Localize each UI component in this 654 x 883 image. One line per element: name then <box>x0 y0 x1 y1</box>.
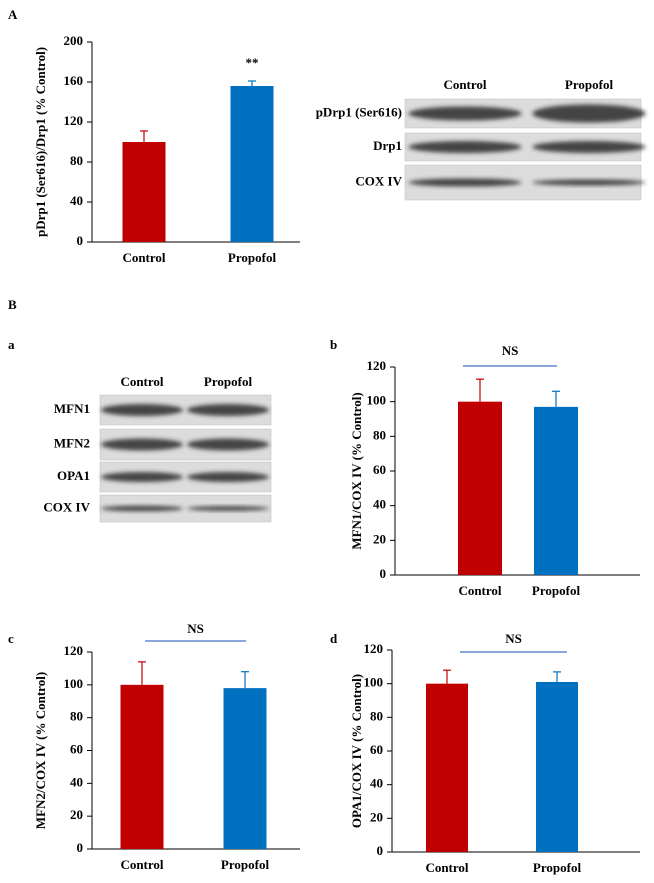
bar <box>120 684 164 849</box>
panel-label: B <box>8 297 17 312</box>
y-tick-label: 100 <box>364 675 384 690</box>
bar <box>536 681 578 852</box>
row-label: OPA1 <box>57 468 90 483</box>
y-axis-label: MFN1/COX IV (% Control) <box>349 392 364 549</box>
bar <box>122 142 166 242</box>
blot-band <box>408 141 522 153</box>
lane-label: Control <box>120 374 163 389</box>
y-tick-label: 40 <box>373 497 386 512</box>
panel-label: c <box>8 631 14 646</box>
blot-band <box>186 506 270 511</box>
y-tick-label: 40 <box>70 774 83 789</box>
blot-band <box>408 178 522 187</box>
y-tick-label: 200 <box>64 33 84 48</box>
bar <box>458 401 502 575</box>
y-tick-label: 80 <box>70 153 83 168</box>
y-tick-label: 80 <box>370 708 383 723</box>
y-axis-label: OPA1/COX IV (% Control) <box>349 674 364 828</box>
y-tick-label: 120 <box>64 113 84 128</box>
y-tick-label: 60 <box>370 742 383 757</box>
blot-band <box>186 438 270 451</box>
lane-label: Propofol <box>204 374 253 389</box>
panel-label: A <box>8 7 18 22</box>
x-tick-label: Propofol <box>228 250 277 265</box>
y-tick-label: 120 <box>64 643 84 658</box>
y-tick-label: 100 <box>64 676 84 691</box>
y-tick-label: 0 <box>377 843 384 858</box>
x-tick-label: Propofol <box>532 583 581 598</box>
lane-label: Propofol <box>565 77 614 92</box>
blot-band <box>100 505 184 512</box>
row-label: Drp1 <box>373 138 402 153</box>
y-tick-label: 0 <box>380 566 387 581</box>
y-tick-label: 20 <box>370 809 383 824</box>
panel-label: a <box>8 337 15 352</box>
row-label: MFN2 <box>54 435 90 450</box>
blot-band <box>532 179 646 186</box>
error-bar <box>552 390 560 407</box>
error-bar <box>248 80 256 86</box>
blot-band <box>100 404 184 416</box>
row-label: pDrp1 (Ser616) <box>316 104 402 119</box>
y-tick-label: 0 <box>77 840 84 855</box>
row-label: COX IV <box>355 173 402 188</box>
blot-band <box>408 106 522 121</box>
y-axis-label: pDrp1 (Ser616)/Drp1 (% Control) <box>33 47 48 237</box>
y-tick-label: 80 <box>70 709 83 724</box>
bar <box>230 86 274 242</box>
bar <box>534 406 578 575</box>
error-bar <box>476 378 484 402</box>
blot-band <box>532 104 646 123</box>
lane-label: Control <box>443 77 486 92</box>
blot-band <box>186 472 270 482</box>
y-tick-label: 20 <box>70 807 83 822</box>
bar <box>426 683 468 852</box>
blot-band <box>100 438 184 451</box>
x-tick-label: Control <box>425 860 468 875</box>
row-label: MFN1 <box>54 401 90 416</box>
error-bar <box>140 130 148 142</box>
error-bar <box>443 669 451 684</box>
panel-label: d <box>330 631 338 646</box>
y-tick-label: 20 <box>373 531 386 546</box>
error-bar <box>138 661 146 685</box>
y-tick-label: 60 <box>70 741 83 756</box>
row-label: COX IV <box>43 499 90 514</box>
y-tick-label: 120 <box>364 641 384 656</box>
y-tick-label: 100 <box>367 393 387 408</box>
panel-label: b <box>330 337 337 352</box>
y-tick-label: 60 <box>373 462 386 477</box>
bar <box>223 688 267 849</box>
x-tick-label: Propofol <box>221 857 270 872</box>
x-tick-label: Control <box>458 583 501 598</box>
y-tick-label: 120 <box>367 358 387 373</box>
annotation: NS <box>505 631 522 646</box>
y-tick-label: 40 <box>370 776 383 791</box>
y-tick-label: 40 <box>70 193 83 208</box>
y-tick-label: 80 <box>373 427 386 442</box>
y-tick-label: 160 <box>64 73 84 88</box>
x-tick-label: Propofol <box>533 860 582 875</box>
blot-band <box>100 472 184 482</box>
x-tick-label: Control <box>122 250 165 265</box>
error-bar <box>553 671 561 682</box>
x-tick-label: Control <box>120 857 163 872</box>
y-axis-label: MFN2/COX IV (% Control) <box>33 672 48 829</box>
y-tick-label: 0 <box>77 233 84 248</box>
blot-band <box>186 404 270 416</box>
blot-band <box>532 141 646 153</box>
annotation: NS <box>187 621 204 636</box>
annotation: ** <box>246 55 259 70</box>
annotation: NS <box>502 343 519 358</box>
error-bar <box>241 671 249 689</box>
